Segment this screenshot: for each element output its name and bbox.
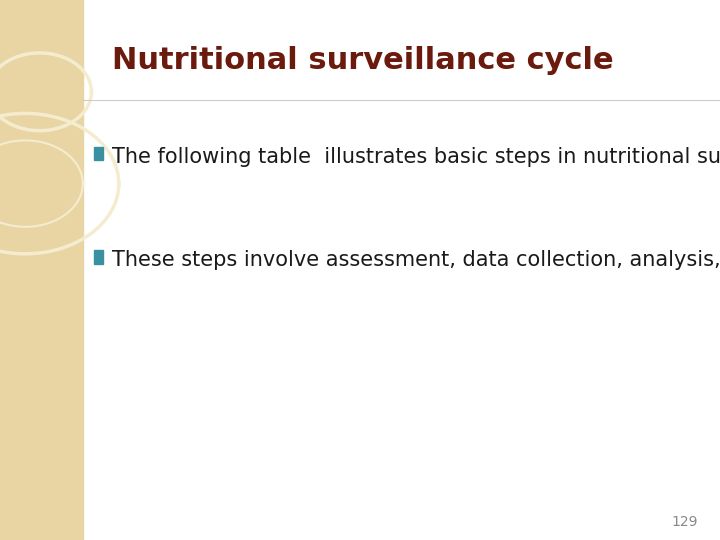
Bar [94,147,103,160]
Text: These steps involve assessment, data collection, analysis, decision-making and t: These steps involve assessment, data col… [112,250,720,270]
Bar [0,0,83,540]
Text: Nutritional surveillance cycle: Nutritional surveillance cycle [112,46,613,75]
Text: 129: 129 [672,515,698,529]
Bar [94,250,103,264]
Text: The following table  illustrates basic steps in nutritional surveillance.: The following table illustrates basic st… [112,147,720,167]
